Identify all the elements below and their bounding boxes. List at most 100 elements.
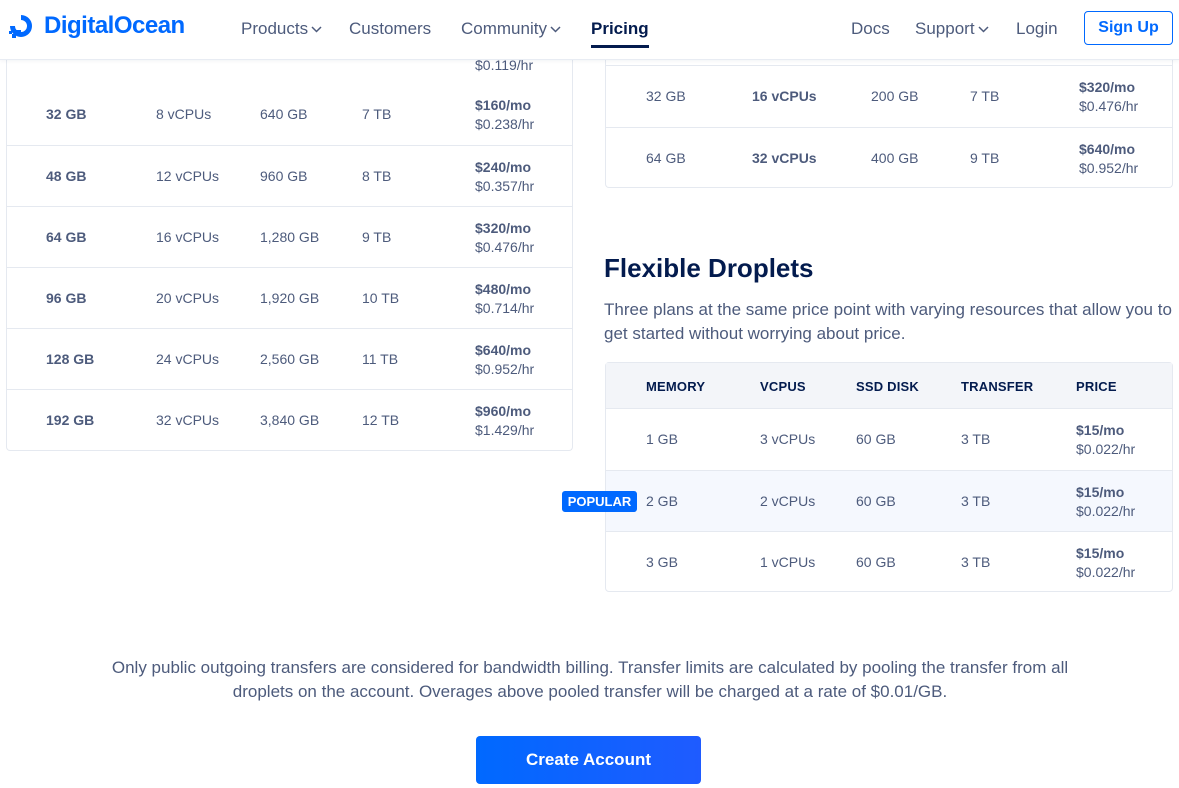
section-title: Flexible Droplets [604, 253, 814, 283]
nav-support-label: Support [915, 19, 975, 38]
brand-name: DigitalOcean [44, 12, 185, 39]
price-hourly: $0.714/hr [475, 300, 535, 316]
popular-badge: POPULAR [562, 491, 637, 512]
price-cell: $320/mo $0.476/hr [1079, 78, 1138, 116]
top-navigation-bar: DigitalOcean Products Customers Communit… [0, 0, 1179, 60]
price-monthly: $640/mo [1079, 141, 1136, 157]
price-cell: $640/mo $0.952/hr [1079, 140, 1138, 178]
nav-pricing-label: Pricing [591, 19, 649, 38]
table-header: MEMORY VCPUS SSD DISK TRANSFER PRICE [606, 363, 1172, 409]
table-row[interactable]: 3 GB 1 vCPUs 60 GB 3 TB $15/mo $0.022/hr [606, 531, 1172, 592]
header-ssd-disk: SSD DISK [856, 379, 920, 394]
disk-cell: 60 GB [856, 554, 896, 570]
transfer-cell: 3 TB [961, 554, 991, 570]
nav-docs[interactable]: Docs [851, 19, 890, 39]
memory-cell: 2 GB [646, 493, 678, 509]
table-row[interactable]: 1 GB 3 vCPUs 60 GB 3 TB $15/mo $0.022/hr [606, 409, 1172, 470]
vcpus-cell: 1 vCPUs [760, 554, 816, 570]
disk-cell: 200 GB [871, 88, 919, 104]
price-cell: $160/mo $0.238/hr [475, 96, 534, 134]
transfer-cell: 3 TB [961, 431, 991, 447]
vcpus-cell: 20 vCPUs [156, 290, 220, 306]
table-row[interactable]: 32 GB 8 vCPUs 640 GB 7 TB $160/mo $0.238/hr [7, 84, 572, 145]
price-monthly: $640/mo [475, 342, 532, 358]
memory-cell: 1 GB [646, 431, 678, 447]
nav-community-label: Community [461, 19, 547, 38]
price-hourly: $1.429/hr [475, 422, 535, 438]
disk-cell: 1,920 GB [260, 290, 320, 306]
active-nav-underline [591, 45, 649, 48]
memory-cell: 64 GB [46, 229, 87, 245]
nav-docs-label: Docs [851, 19, 890, 38]
transfer-cell: 7 TB [362, 106, 392, 122]
nav-login-label: Login [1016, 19, 1058, 38]
table-row[interactable]: 96 GB 20 vCPUs 1,920 GB 10 TB $480/mo $0.714/… [7, 267, 572, 328]
table-row[interactable]: 2 GB 2 vCPUs 60 GB 3 TB $15/mo $0.022/hr [606, 470, 1172, 531]
memory-cell: 64 GB [646, 150, 686, 166]
transfer-cell: 11 TB [362, 351, 399, 367]
memory-cell: 3 GB [646, 554, 678, 570]
price-monthly: $15/mo [1076, 422, 1125, 438]
disk-cell: 60 GB [856, 431, 896, 447]
price-monthly: $15/mo [1076, 545, 1125, 561]
header-price: PRICE [1076, 379, 1117, 394]
table-row[interactable]: 48 GB 12 vCPUs 960 GB 8 TB $240/mo $0.357/hr [7, 145, 572, 206]
memory-cell: 128 GB [46, 351, 95, 367]
transfer-cell: 3 TB [961, 493, 991, 509]
nav-customers-label: Customers [349, 19, 432, 38]
partial-price-hourly: $0.119/hr [475, 57, 534, 73]
vcpus-cell: 16 vCPUs [752, 88, 817, 104]
table-row-divider [606, 60, 1172, 66]
disk-cell: 60 GB [856, 493, 896, 509]
vcpus-cell: 24 vCPUs [156, 351, 220, 367]
transfer-cell: 10 TB [362, 290, 400, 306]
header-transfer: TRANSFER [961, 379, 1034, 394]
transfer-cell: 9 TB [362, 229, 392, 245]
price-cell: $960/mo $1.429/hr [475, 402, 534, 440]
table-row[interactable]: 128 GB 24 vCPUs 2,560 GB 11 TB $640/mo $0.952… [7, 328, 572, 389]
price-hourly: $0.476/hr [1079, 98, 1139, 114]
price-cell: $240/mo $0.357/hr [475, 158, 534, 196]
price-monthly: $480/mo [475, 281, 532, 297]
digitalocean-logo[interactable]: DigitalOcean [6, 11, 185, 41]
table-row[interactable]: 32 GB 16 vCPUs 200 GB 7 TB $320/mo $0.476/hr [606, 66, 1172, 127]
bandwidth-billing-note: Only public outgoing transfers are consi… [111, 658, 1069, 701]
price-hourly: $0.022/hr [1076, 564, 1136, 580]
price-cell: $15/mo $0.022/hr [1076, 544, 1135, 582]
vcpus-cell: 3 vCPUs [760, 431, 816, 447]
vcpus-cell: 16 vCPUs [156, 229, 220, 245]
chevron-down-icon [978, 25, 989, 33]
nav-products-label: Products [241, 19, 309, 38]
vcpus-cell: 32 vCPUs [752, 150, 817, 166]
table-row[interactable]: 64 GB 32 vCPUs 400 GB 9 TB $640/mo $0.952/hr [606, 127, 1172, 188]
right-pricing-table: 32 GB 16 vCPUs 200 GB 7 TB $320/mo $0.476/hr 6… [605, 60, 1173, 188]
price-cell: $480/mo $0.714/hr [475, 280, 534, 318]
nav-community[interactable]: Community [461, 19, 561, 39]
flexible-droplets-table: MEMORY VCPUS SSD DISK TRANSFER PRICE 1 G… [605, 362, 1173, 592]
nav-products[interactable]: Products [241, 19, 322, 39]
header-memory: MEMORY [646, 379, 706, 394]
digitalocean-logo-icon [9, 15, 32, 38]
transfer-cell: 9 TB [970, 150, 1000, 166]
price-hourly: $0.022/hr [1076, 503, 1136, 519]
nav-customers[interactable]: Customers [349, 19, 431, 39]
disk-cell: 2,560 GB [260, 351, 320, 367]
table-row[interactable]: 192 GB 32 vCPUs 3,840 GB 12 TB $960/mo $1.429… [7, 389, 572, 450]
create-account-button[interactable]: Create Account [476, 736, 701, 784]
nav-pricing[interactable]: Pricing [591, 19, 649, 48]
left-pricing-table: $0.119/hr 32 GB 8 vCPUs 640 GB 7 TB $160/mo $… [6, 22, 573, 451]
price-cell: $15/mo $0.022/hr [1076, 483, 1135, 521]
signup-button[interactable]: Sign Up [1084, 11, 1173, 45]
price-monthly: $320/mo [475, 220, 532, 236]
table-row[interactable]: 64 GB 16 vCPUs 1,280 GB 9 TB $320/mo $0.476/h… [7, 206, 572, 267]
right-table-body: 32 GB 16 vCPUs 200 GB 7 TB $320/mo $0.476/hr 6… [606, 66, 1172, 188]
price-monthly: $240/mo [475, 159, 532, 175]
price-hourly: $0.952/hr [475, 361, 535, 377]
nav-login[interactable]: Login [1016, 19, 1058, 39]
price-hourly: $0.476/hr [475, 239, 535, 255]
price-hourly: $0.357/hr [475, 178, 535, 194]
price-hourly: $0.952/hr [1079, 160, 1139, 176]
memory-cell: 32 GB [646, 88, 686, 104]
nav-support[interactable]: Support [915, 19, 989, 39]
price-monthly: $15/mo [1076, 484, 1125, 500]
